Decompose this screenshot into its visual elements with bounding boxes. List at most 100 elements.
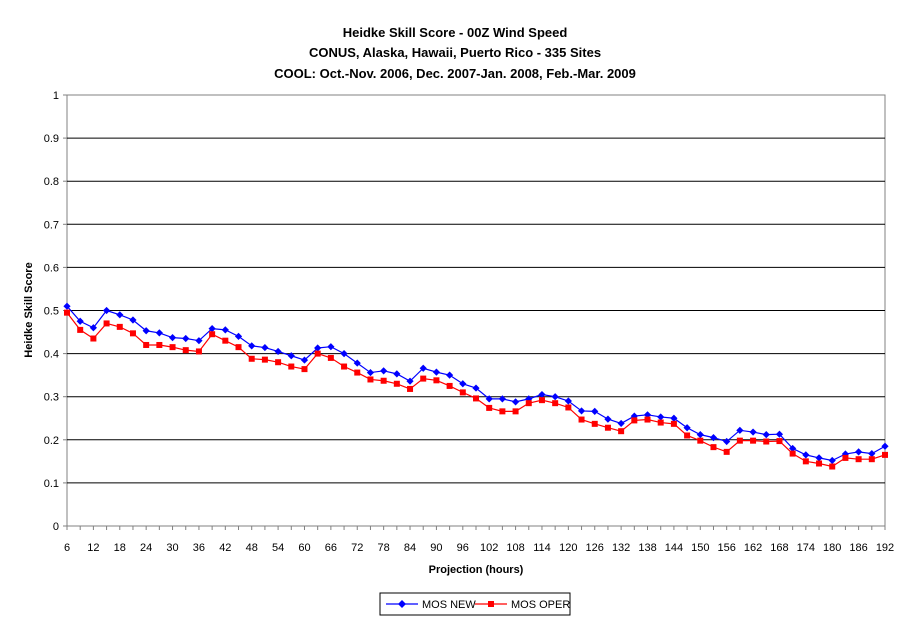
data-point-mos-new [327, 343, 335, 351]
data-point-mos-new [208, 325, 216, 333]
x-tick-label: 42 [219, 542, 231, 554]
data-point-mos-new [802, 451, 810, 459]
x-tick-label: 102 [480, 542, 498, 554]
data-point-mos-oper [156, 341, 163, 348]
data-point-mos-new [723, 437, 731, 446]
data-point-mos-oper [538, 397, 545, 404]
data-point-mos-oper [129, 330, 136, 337]
data-point-mos-oper [855, 456, 862, 463]
data-point-mos-oper [697, 437, 704, 444]
data-point-mos-oper [103, 320, 110, 327]
x-tick-label: 6 [64, 542, 70, 554]
data-point-mos-oper [631, 417, 638, 424]
data-point-mos-new [498, 395, 506, 403]
data-point-mos-new [815, 454, 823, 462]
x-tick-label: 84 [404, 542, 416, 554]
y-tick-label: 0.9 [44, 133, 59, 145]
x-tick-label: 126 [586, 542, 604, 554]
y-tick-label: 0.1 [44, 478, 59, 490]
data-point-mos-oper [248, 355, 255, 362]
data-point-mos-oper [710, 444, 717, 451]
data-point-mos-oper [473, 395, 479, 402]
data-point-mos-oper [552, 400, 559, 407]
data-point-mos-new [485, 395, 493, 403]
x-tick-label: 60 [298, 542, 310, 554]
data-point-mos-oper [684, 432, 691, 439]
data-point-mos-oper [829, 463, 836, 470]
data-point-mos-oper [407, 385, 414, 392]
legend: MOS NEW MOS OPER [379, 592, 571, 616]
chart-title: Heidke Skill Score - 00Z Wind Speed CONU… [274, 25, 636, 81]
data-point-mos-new [129, 316, 137, 324]
x-tick-label: 114 [533, 542, 551, 554]
data-point-mos-oper [222, 337, 229, 344]
y-tick-label: 0.7 [44, 219, 59, 231]
data-point-mos-oper [802, 458, 809, 465]
y-tick-label: 1 [53, 90, 59, 102]
chart-title-line-3: COOL: Oct.-Nov. 2006, Dec. 2007-Jan. 200… [274, 66, 636, 81]
data-point-mos-new [406, 377, 414, 385]
data-point-mos-new [591, 407, 599, 415]
x-tick-label: 96 [457, 542, 469, 554]
data-point-mos-new [670, 414, 678, 422]
data-point-mos-new [617, 419, 625, 428]
x-tick-label: 156 [717, 542, 735, 554]
data-point-mos-new [63, 302, 71, 310]
x-tick-label: 36 [193, 542, 205, 554]
data-point-mos-new [393, 370, 401, 378]
data-point-mos-oper [367, 376, 374, 383]
data-point-mos-new [76, 317, 84, 325]
data-point-mos-new [366, 368, 375, 377]
data-point-mos-oper [723, 448, 730, 455]
data-point-mos-oper [301, 366, 308, 373]
data-point-mos-oper [341, 363, 348, 370]
data-point-mos-new [168, 334, 177, 342]
y-tick-label: 0.4 [44, 349, 59, 361]
data-point-mos-new [314, 344, 322, 352]
data-point-mos-new [789, 444, 797, 453]
data-point-mos-oper [314, 350, 321, 357]
data-point-mos-oper [882, 451, 888, 458]
data-point-mos-new [472, 384, 480, 392]
data-point-mos-new [696, 431, 704, 439]
data-point-mos-oper [77, 326, 84, 333]
data-point-mos-oper [288, 363, 295, 370]
data-point-mos-new [353, 359, 361, 367]
data-point-mos-new [749, 428, 757, 436]
series-mos-oper [64, 309, 888, 470]
data-point-mos-oper [195, 348, 202, 355]
data-point-mos-oper [143, 341, 150, 348]
data-point-mos-new [116, 311, 124, 319]
data-point-mos-oper [499, 408, 506, 415]
x-tick-label: 144 [665, 542, 683, 554]
data-point-mos-oper [354, 369, 361, 376]
y-axis-label: Heidke Skill Score [23, 262, 35, 357]
data-point-mos-oper [275, 359, 282, 366]
data-point-mos-new [155, 329, 163, 337]
data-point-mos-oper [459, 389, 466, 396]
data-point-mos-new [564, 397, 572, 405]
data-point-mos-new [459, 380, 467, 388]
y-tick-label: 0.6 [44, 262, 59, 274]
series-mos-new [63, 302, 889, 465]
data-point-mos-new [511, 398, 520, 406]
data-point-mos-oper [169, 344, 176, 351]
x-tick-label: 12 [87, 542, 99, 554]
data-point-mos-new [380, 367, 388, 375]
x-tick-label: 90 [430, 542, 442, 554]
data-point-mos-new [855, 448, 863, 456]
x-tick-label: 66 [325, 542, 337, 554]
data-point-mos-oper [446, 382, 453, 389]
data-point-mos-oper [380, 377, 387, 384]
y-tick-label: 0.2 [44, 435, 59, 447]
data-point-mos-oper [327, 354, 334, 361]
data-point-mos-oper [618, 428, 625, 435]
data-point-mos-new [248, 342, 256, 350]
data-point-mos-new [89, 324, 97, 332]
data-point-mos-new [683, 424, 691, 432]
data-point-mos-oper [776, 438, 783, 445]
data-point-mos-new [709, 434, 718, 442]
x-tick-label: 30 [166, 542, 178, 554]
data-point-mos-new [300, 356, 309, 364]
